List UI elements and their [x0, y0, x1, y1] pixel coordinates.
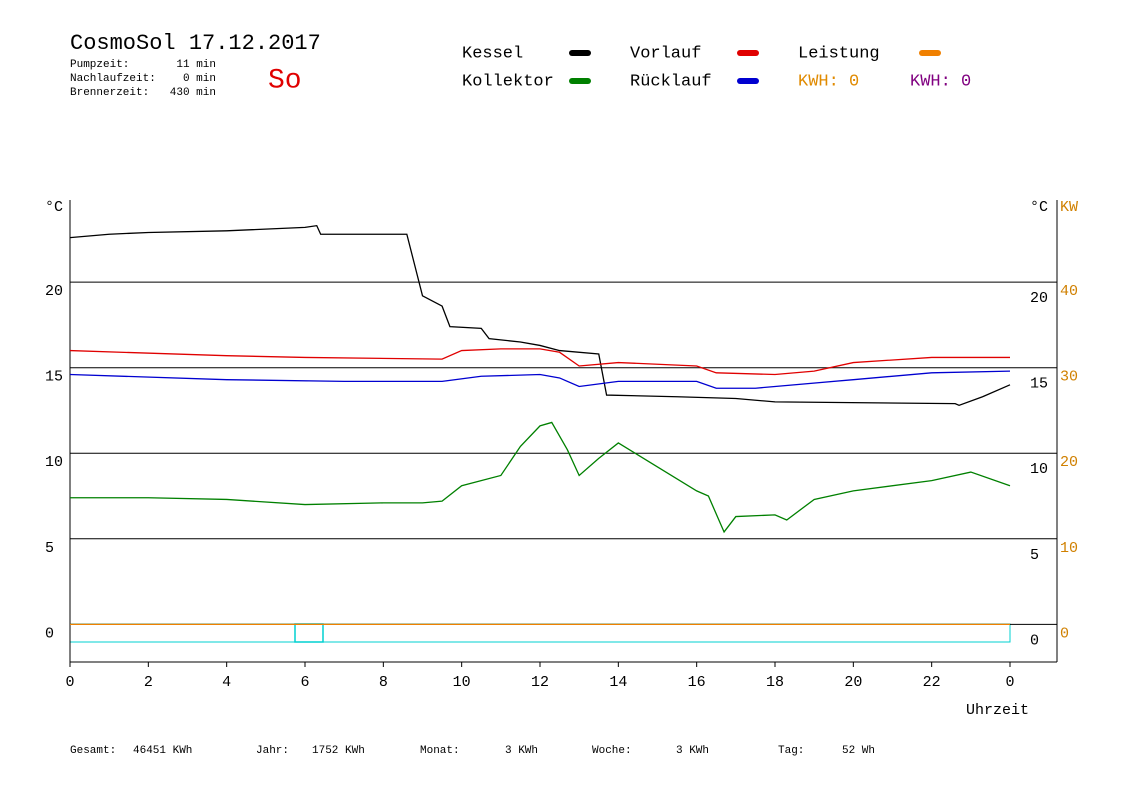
- legend-label: Vorlauf: [630, 44, 701, 63]
- y-tick-label-right: 0: [1030, 632, 1039, 649]
- y-tick-label-right: 20: [1030, 290, 1048, 307]
- x-tick-label: 22: [923, 674, 941, 691]
- legend-label: Kessel: [462, 44, 523, 63]
- y2-tick-label: 0: [1060, 625, 1069, 642]
- stat-label: Nachlaufzeit:: [70, 73, 156, 85]
- y-tick-label-right: 15: [1030, 376, 1048, 393]
- x-tick-label: 4: [222, 674, 231, 691]
- x-tick-label: 14: [609, 674, 627, 691]
- x-tick-label: 20: [844, 674, 862, 691]
- total-value: 3 KWh: [505, 745, 538, 757]
- stat-label: Brennerzeit:: [70, 87, 149, 99]
- y2-tick-label: 20: [1060, 454, 1078, 471]
- x-tick-label: 12: [531, 674, 549, 691]
- x-axis-label: Uhrzeit: [966, 702, 1029, 719]
- kwh-label: KWH: 0: [910, 72, 971, 91]
- x-tick-label: 10: [453, 674, 471, 691]
- y-tick-label-right: 5: [1030, 547, 1039, 564]
- y2-tick-label: 30: [1060, 369, 1078, 386]
- x-tick-label: 18: [766, 674, 784, 691]
- y2-tick-label: 40: [1060, 283, 1078, 300]
- series-line: [69, 348, 1010, 376]
- day-label: So: [268, 65, 302, 96]
- total-label: Gesamt:: [70, 745, 116, 757]
- series-line: [69, 370, 1011, 389]
- x-tick-label: 0: [65, 674, 74, 691]
- y-tick-label: 5: [45, 540, 54, 557]
- series-line: [69, 224, 1011, 407]
- total-label: Woche:: [592, 745, 632, 757]
- legend-label: Leistung: [798, 44, 880, 63]
- x-tick-label: 0: [1005, 674, 1014, 691]
- y-unit: °C: [45, 199, 63, 216]
- stat-value: 430 min: [170, 87, 216, 99]
- total-label: Monat:: [420, 745, 460, 757]
- y2-tick-label: 10: [1060, 540, 1078, 557]
- x-tick-label: 16: [688, 674, 706, 691]
- y2-unit: KW: [1060, 199, 1078, 216]
- x-tick-label: 6: [300, 674, 309, 691]
- total-label: Tag:: [778, 745, 804, 757]
- legend-label: Rücklauf: [630, 72, 712, 91]
- y-tick-label: 0: [45, 625, 54, 642]
- legend-label: Kollektor: [462, 72, 554, 91]
- chart-title: CosmoSol 17.12.2017: [70, 31, 321, 56]
- x-tick-label: 8: [379, 674, 388, 691]
- stat-label: Pumpzeit:: [70, 59, 129, 71]
- x-tick-label: 2: [144, 674, 153, 691]
- y-tick-label-right: 10: [1030, 461, 1048, 478]
- series-line: [70, 421, 1011, 534]
- y-tick-label: 20: [45, 283, 63, 300]
- total-value: 46451 KWh: [133, 745, 192, 757]
- kwh-label: KWH: 0: [798, 72, 859, 91]
- stat-value: 0 min: [183, 73, 216, 85]
- total-value: 3 KWh: [676, 745, 709, 757]
- stat-value: 11 min: [176, 59, 216, 71]
- y-tick-label: 15: [45, 369, 63, 386]
- y-unit-right: °C: [1030, 199, 1048, 216]
- y-tick-label: 10: [45, 454, 63, 471]
- total-value: 1752 KWh: [312, 745, 365, 757]
- total-label: Jahr:: [256, 745, 289, 757]
- total-value: 52 Wh: [842, 745, 875, 757]
